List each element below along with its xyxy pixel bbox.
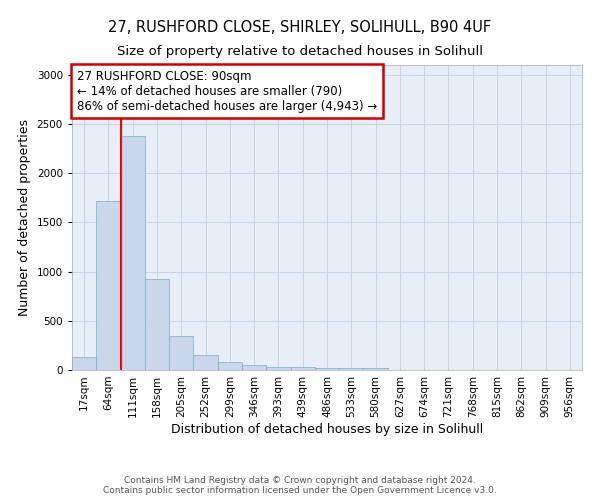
Bar <box>121 136 145 370</box>
Bar <box>72 357 96 370</box>
Text: 27 RUSHFORD CLOSE: 90sqm
← 14% of detached houses are smaller (790)
86% of semi-: 27 RUSHFORD CLOSE: 90sqm ← 14% of detach… <box>77 70 377 112</box>
Bar <box>169 336 193 370</box>
Text: Size of property relative to detached houses in Solihull: Size of property relative to detached ho… <box>117 45 483 58</box>
Bar <box>266 366 290 370</box>
X-axis label: Distribution of detached houses by size in Solihull: Distribution of detached houses by size … <box>171 422 483 436</box>
Bar <box>339 368 364 370</box>
Text: Contains HM Land Registry data © Crown copyright and database right 2024.
Contai: Contains HM Land Registry data © Crown c… <box>103 476 497 495</box>
Bar <box>193 355 218 370</box>
Bar <box>145 280 169 370</box>
Bar <box>242 364 266 370</box>
Text: 27, RUSHFORD CLOSE, SHIRLEY, SOLIHULL, B90 4UF: 27, RUSHFORD CLOSE, SHIRLEY, SOLIHULL, B… <box>109 20 491 35</box>
Y-axis label: Number of detached properties: Number of detached properties <box>18 119 31 316</box>
Bar <box>364 368 388 370</box>
Bar <box>218 362 242 370</box>
Bar <box>290 366 315 370</box>
Bar <box>315 368 339 370</box>
Bar <box>96 201 121 370</box>
